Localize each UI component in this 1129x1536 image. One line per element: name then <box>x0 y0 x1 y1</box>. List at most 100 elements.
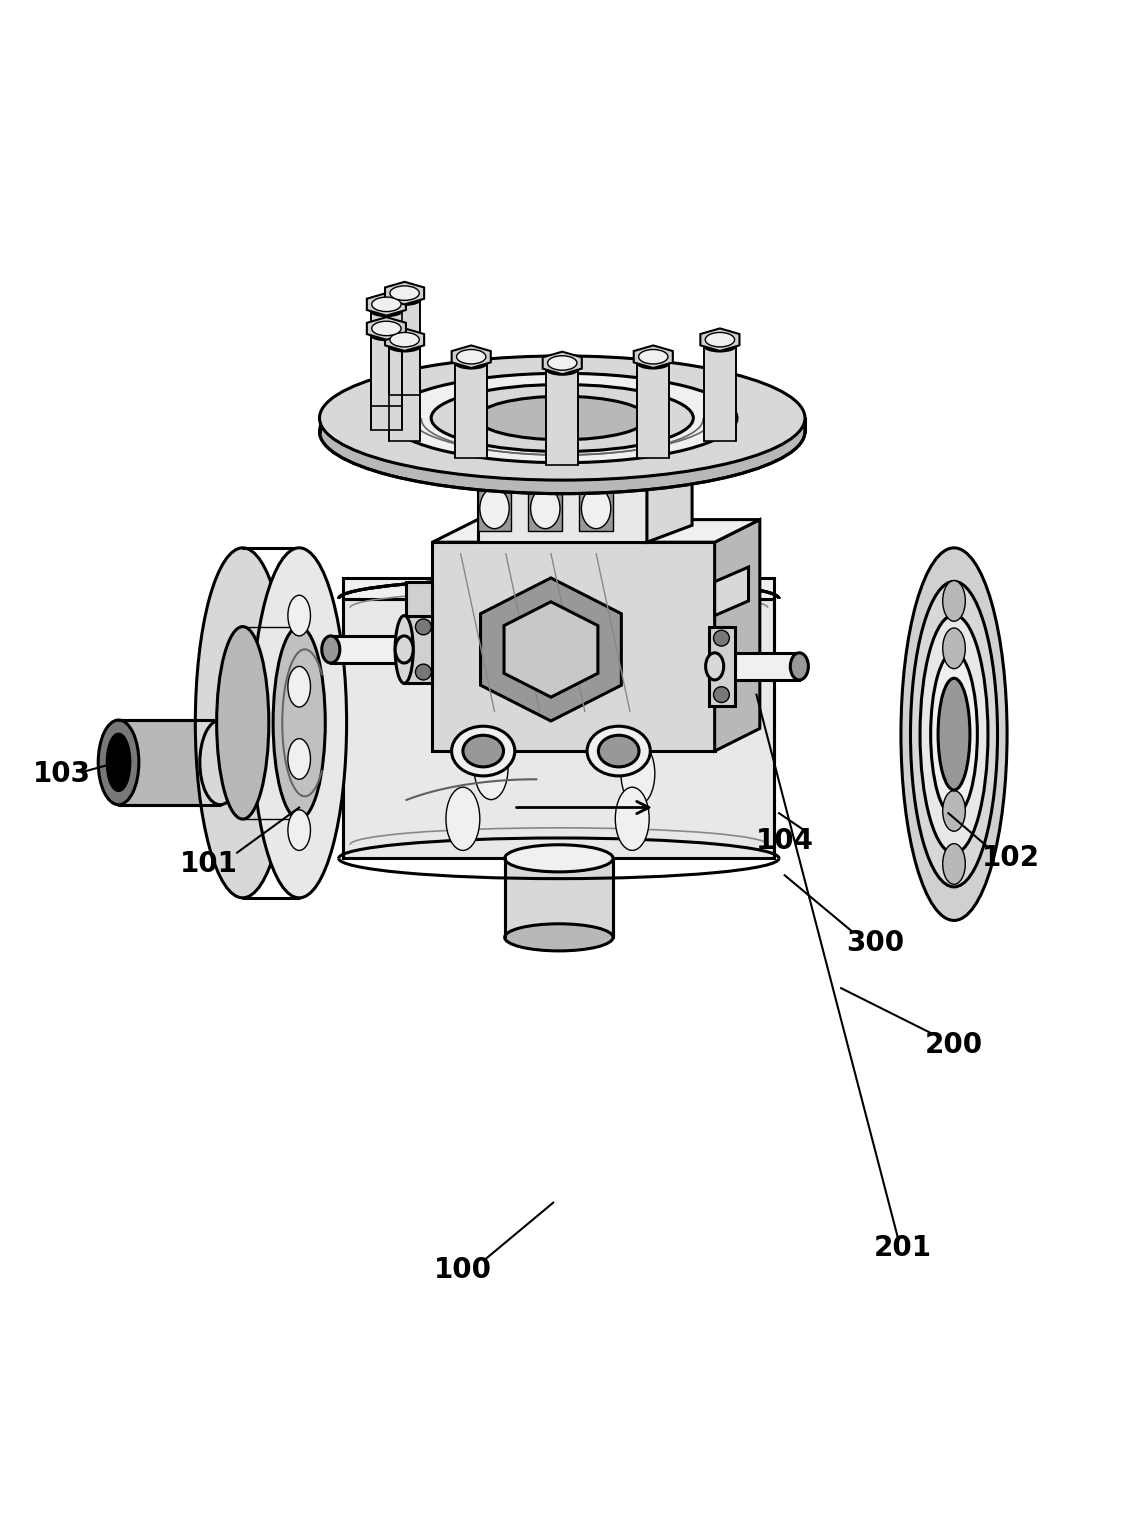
Ellipse shape <box>288 739 310 779</box>
Polygon shape <box>432 519 760 542</box>
Ellipse shape <box>217 627 269 819</box>
Text: 300: 300 <box>846 929 904 957</box>
Ellipse shape <box>288 667 310 707</box>
Ellipse shape <box>581 488 611 528</box>
Ellipse shape <box>320 370 805 493</box>
Text: 201: 201 <box>874 1233 933 1263</box>
Ellipse shape <box>943 682 965 723</box>
Polygon shape <box>388 346 420 441</box>
Ellipse shape <box>704 339 736 350</box>
Ellipse shape <box>415 664 431 680</box>
Ellipse shape <box>288 809 310 851</box>
Polygon shape <box>404 616 432 684</box>
Polygon shape <box>504 602 598 697</box>
Ellipse shape <box>446 786 480 851</box>
Polygon shape <box>478 485 511 531</box>
Ellipse shape <box>200 720 240 805</box>
Ellipse shape <box>714 687 729 702</box>
Ellipse shape <box>107 734 130 791</box>
Ellipse shape <box>371 321 401 336</box>
Polygon shape <box>709 627 735 707</box>
Ellipse shape <box>463 736 504 766</box>
Ellipse shape <box>621 742 655 805</box>
Polygon shape <box>715 653 799 680</box>
Ellipse shape <box>395 636 413 664</box>
Ellipse shape <box>901 548 1007 920</box>
Polygon shape <box>700 329 739 350</box>
Ellipse shape <box>790 653 808 680</box>
Ellipse shape <box>639 350 668 364</box>
Ellipse shape <box>638 356 669 369</box>
Polygon shape <box>704 346 736 441</box>
Polygon shape <box>638 362 669 458</box>
Text: 103: 103 <box>33 760 91 788</box>
Text: 104: 104 <box>755 828 814 856</box>
Polygon shape <box>543 352 581 375</box>
Ellipse shape <box>943 736 965 777</box>
Ellipse shape <box>320 356 805 481</box>
Ellipse shape <box>273 627 325 819</box>
Ellipse shape <box>943 843 965 885</box>
Polygon shape <box>647 458 692 542</box>
Polygon shape <box>455 362 487 458</box>
Ellipse shape <box>252 548 347 899</box>
Text: 102: 102 <box>981 845 1040 872</box>
Ellipse shape <box>195 548 290 899</box>
Polygon shape <box>388 300 420 395</box>
Polygon shape <box>343 599 774 859</box>
Polygon shape <box>478 458 692 475</box>
Polygon shape <box>633 346 673 369</box>
Polygon shape <box>367 293 406 315</box>
Ellipse shape <box>706 653 724 680</box>
Ellipse shape <box>587 727 650 776</box>
Ellipse shape <box>456 350 485 364</box>
Text: 101: 101 <box>180 849 238 879</box>
Polygon shape <box>481 578 621 720</box>
Polygon shape <box>528 485 562 531</box>
Polygon shape <box>370 310 402 406</box>
Text: 200: 200 <box>925 1031 983 1058</box>
Ellipse shape <box>943 581 965 621</box>
Polygon shape <box>508 449 616 458</box>
Ellipse shape <box>288 596 310 636</box>
Ellipse shape <box>415 619 431 634</box>
Ellipse shape <box>714 630 729 647</box>
Polygon shape <box>452 346 491 369</box>
Ellipse shape <box>388 339 420 350</box>
Ellipse shape <box>546 362 578 375</box>
Polygon shape <box>478 475 647 542</box>
Ellipse shape <box>98 720 139 805</box>
Ellipse shape <box>478 396 647 439</box>
Ellipse shape <box>390 286 419 301</box>
Polygon shape <box>385 329 425 350</box>
Ellipse shape <box>480 488 509 528</box>
Ellipse shape <box>615 786 649 851</box>
Ellipse shape <box>943 628 965 668</box>
Ellipse shape <box>910 582 998 886</box>
Ellipse shape <box>371 296 401 312</box>
Ellipse shape <box>455 356 487 369</box>
Ellipse shape <box>370 329 402 339</box>
Ellipse shape <box>390 332 419 347</box>
Ellipse shape <box>598 736 639 766</box>
Polygon shape <box>367 316 406 339</box>
Ellipse shape <box>938 679 970 790</box>
Polygon shape <box>432 542 715 751</box>
Polygon shape <box>343 579 774 599</box>
Polygon shape <box>505 859 613 937</box>
Polygon shape <box>331 636 404 664</box>
Ellipse shape <box>431 384 693 452</box>
Ellipse shape <box>388 293 420 304</box>
Ellipse shape <box>920 614 988 854</box>
Ellipse shape <box>370 304 402 315</box>
Polygon shape <box>715 567 749 616</box>
Polygon shape <box>406 582 432 616</box>
Ellipse shape <box>706 332 735 347</box>
Ellipse shape <box>930 653 978 816</box>
Ellipse shape <box>531 488 560 528</box>
Ellipse shape <box>505 845 613 872</box>
Polygon shape <box>385 281 425 304</box>
Ellipse shape <box>452 727 515 776</box>
Ellipse shape <box>395 616 413 684</box>
Ellipse shape <box>474 736 508 800</box>
